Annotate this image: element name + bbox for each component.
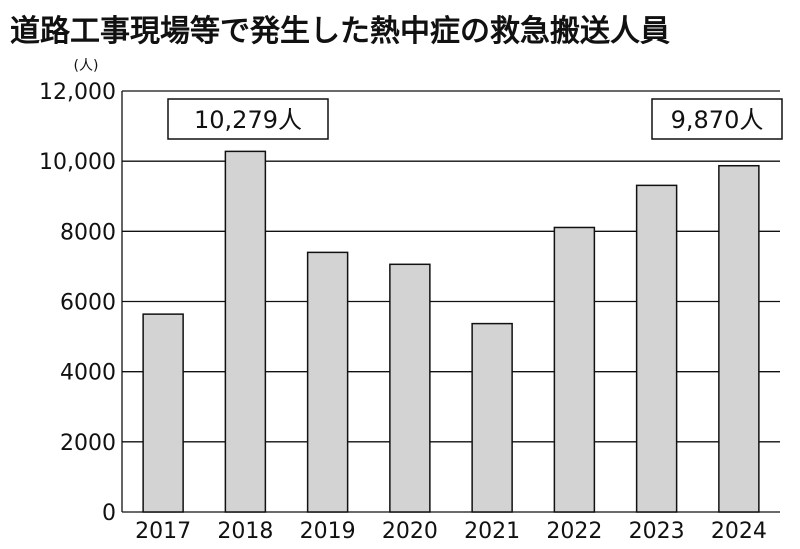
y-tick-label: 2000 xyxy=(60,431,116,456)
bar-2018 xyxy=(224,150,267,513)
x-tick-label: 2021 xyxy=(464,519,520,544)
callout-box xyxy=(651,98,783,140)
y-tick-label: 12,000 xyxy=(39,80,116,105)
x-tick-label: 2023 xyxy=(629,519,685,544)
x-tick-label: 2017 xyxy=(135,519,191,544)
x-tick-label: 2018 xyxy=(217,519,273,544)
bar-2024 xyxy=(718,164,760,513)
y-tick-label: 0 xyxy=(102,501,116,526)
y-tick-label: 10,000 xyxy=(39,150,116,175)
callout-label: 10,279人 xyxy=(194,106,302,134)
x-tick-label: 2019 xyxy=(300,519,356,544)
y-tick-label: 4000 xyxy=(60,361,116,386)
bar-2023 xyxy=(635,184,678,513)
callout-label: 9,870人 xyxy=(671,106,764,134)
bar-2020 xyxy=(389,263,431,513)
x-tick-label: 2022 xyxy=(546,519,602,544)
bar-2022 xyxy=(553,226,596,513)
y-tick-label: 6000 xyxy=(60,291,116,316)
y-tick-label: 8000 xyxy=(60,220,116,245)
bar-2017 xyxy=(142,313,184,513)
x-tick-label: 2024 xyxy=(711,519,767,544)
callout-box xyxy=(167,98,329,140)
bar-2019 xyxy=(306,251,349,513)
chart-title: 道路工事現場等で発生した熱中症の救急搬送人員 xyxy=(10,14,670,49)
bar-2021 xyxy=(471,322,513,513)
x-tick-label: 2020 xyxy=(382,519,438,544)
y-unit-label: (人) xyxy=(74,58,99,74)
